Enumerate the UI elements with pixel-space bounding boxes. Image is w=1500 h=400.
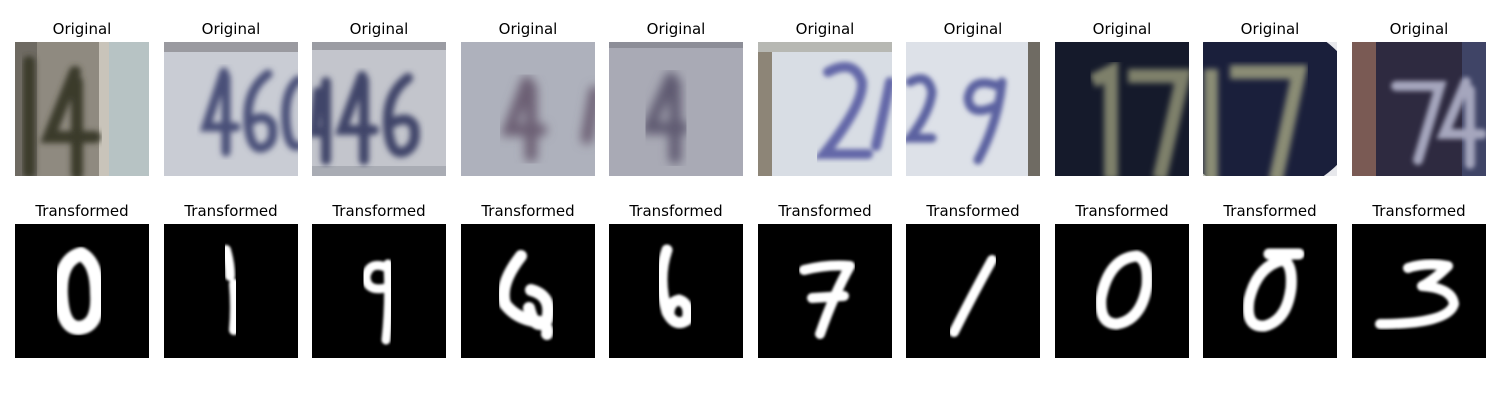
panel-title: Transformed <box>629 202 723 220</box>
original-image-1 <box>15 42 149 176</box>
panel-title: Transformed <box>35 202 129 220</box>
panel-title: Original <box>795 20 855 38</box>
transformed-image-8 <box>1055 224 1189 358</box>
original-image-6 <box>758 42 892 176</box>
panel-title: Original <box>201 20 261 38</box>
panel-title: Original <box>1240 20 1300 38</box>
transformed-image-1 <box>15 224 149 358</box>
transformed-image-6 <box>758 224 892 358</box>
panel-title: Transformed <box>332 202 426 220</box>
panel-title: Transformed <box>1223 202 1317 220</box>
panel-title: Original <box>1092 20 1152 38</box>
transformed-image-10 <box>1352 224 1486 358</box>
panel-title: Original <box>349 20 409 38</box>
original-image-9 <box>1203 42 1337 176</box>
panel-title: Transformed <box>1372 202 1466 220</box>
original-image-10 <box>1352 42 1486 176</box>
panel-title: Original <box>498 20 558 38</box>
original-image-3 <box>312 42 446 176</box>
transformed-image-2 <box>164 224 298 358</box>
panel-title: Transformed <box>481 202 575 220</box>
original-image-2 <box>164 42 298 176</box>
panel-title: Original <box>646 20 706 38</box>
original-image-5 <box>609 42 743 176</box>
transformed-image-5 <box>609 224 743 358</box>
panel-title: Original <box>943 20 1003 38</box>
original-image-8 <box>1055 42 1189 176</box>
panel-title: Transformed <box>1075 202 1169 220</box>
transformed-image-7 <box>906 224 1040 358</box>
original-image-7 <box>906 42 1040 176</box>
panel-title: Transformed <box>184 202 278 220</box>
transformed-image-4 <box>461 224 595 358</box>
panel-title: Original <box>1389 20 1449 38</box>
panel-title: Original <box>52 20 112 38</box>
panel-title: Transformed <box>926 202 1020 220</box>
original-image-4 <box>461 42 595 176</box>
panel-title: Transformed <box>778 202 872 220</box>
transformed-image-3 <box>312 224 446 358</box>
transformed-image-9 <box>1203 224 1337 358</box>
